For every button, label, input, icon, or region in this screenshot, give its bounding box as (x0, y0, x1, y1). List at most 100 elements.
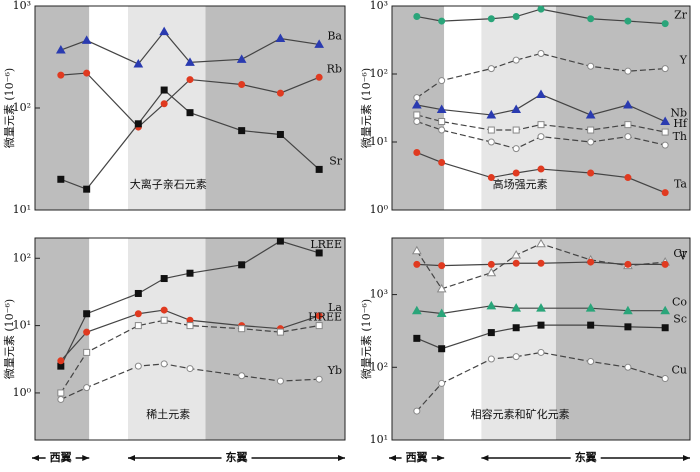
marker (315, 312, 323, 320)
marker (512, 126, 520, 134)
marker (624, 363, 632, 371)
marker (587, 126, 595, 134)
series-name: La (328, 301, 342, 314)
series-line (416, 243, 666, 290)
marker (661, 260, 669, 268)
marker (160, 275, 168, 283)
marker (238, 325, 246, 333)
series-line (60, 72, 320, 128)
zone (205, 6, 345, 210)
marker (83, 328, 91, 336)
series-line (60, 319, 320, 394)
series-name: Rb (327, 62, 342, 75)
marker (315, 165, 323, 173)
marker (487, 355, 495, 363)
y-tick-label: 10⁰ (13, 386, 32, 399)
series-line (416, 305, 666, 315)
marker (315, 322, 323, 330)
marker (57, 71, 65, 79)
series-name: Nb (670, 107, 687, 120)
series-name: Yb (327, 364, 342, 377)
y-tick-label: 10³ (13, 0, 31, 12)
y-tick-label: 10² (370, 67, 388, 80)
marker (438, 262, 446, 270)
y-tick-label: 10¹ (370, 135, 388, 148)
marker (486, 300, 497, 310)
marker (487, 65, 495, 73)
marker (624, 323, 632, 331)
marker (55, 45, 66, 54)
marker (660, 116, 671, 126)
marker (134, 289, 142, 297)
marker (83, 310, 91, 318)
y-axis-title: 微量元素 (10⁻⁶) (2, 68, 16, 148)
y-axis-title: 微量元素 (10⁻⁶) (359, 68, 373, 148)
marker (487, 15, 495, 23)
marker (438, 126, 446, 134)
marker (186, 365, 194, 373)
zone (205, 238, 345, 440)
marker (512, 13, 520, 21)
marker (487, 138, 495, 146)
marker (661, 189, 669, 197)
marker (487, 260, 495, 268)
marker (57, 389, 65, 397)
marker (413, 13, 421, 21)
marker (411, 245, 422, 255)
marker (512, 259, 520, 267)
wing-label-bg (570, 450, 601, 466)
wing-label: 西翼 (406, 451, 428, 464)
marker (624, 121, 632, 129)
marker (587, 15, 595, 23)
series-name: Cr (673, 247, 687, 260)
marker (413, 149, 421, 157)
marker (624, 17, 632, 25)
marker (133, 58, 144, 68)
series-name: LREE (310, 238, 342, 251)
marker (236, 54, 247, 63)
series-line (416, 151, 666, 194)
marker (160, 306, 168, 314)
zone (89, 6, 128, 210)
marker (623, 305, 633, 315)
panel-label: 相容元素和矿化元素 (471, 407, 570, 421)
marker (413, 260, 421, 268)
marker (83, 348, 91, 356)
marker (536, 89, 546, 98)
marker (536, 303, 546, 312)
marker (81, 35, 92, 44)
marker (537, 133, 545, 141)
panel-label: 大离子亲石元素 (130, 177, 207, 191)
marker (537, 348, 545, 356)
marker (315, 249, 323, 257)
series-name: Hf (673, 117, 688, 130)
marker (624, 67, 632, 75)
marker (413, 111, 421, 119)
series-line (60, 309, 320, 362)
series-line (416, 114, 666, 133)
marker (315, 73, 323, 81)
marker (438, 118, 446, 126)
marker (83, 69, 91, 77)
marker (57, 357, 65, 365)
series-line (60, 363, 320, 401)
plot-frame (391, 237, 691, 441)
series-name: Sr (329, 154, 343, 167)
arrow-head (32, 455, 90, 461)
series-name: Cu (671, 364, 687, 377)
marker (185, 57, 195, 66)
marker (238, 80, 246, 88)
marker (438, 77, 446, 85)
series-line (60, 89, 320, 190)
series-line (416, 324, 666, 350)
series-name: Sc (673, 313, 687, 326)
marker (276, 130, 284, 138)
y-axis-title: 微量元素 (10⁻⁶) (359, 299, 373, 379)
marker (661, 141, 669, 149)
marker (438, 379, 446, 387)
marker (487, 126, 495, 134)
marker (57, 395, 65, 403)
marker (438, 158, 446, 166)
y-tick-label: 10³ (370, 288, 388, 301)
y-tick-label: 10¹ (13, 203, 31, 216)
